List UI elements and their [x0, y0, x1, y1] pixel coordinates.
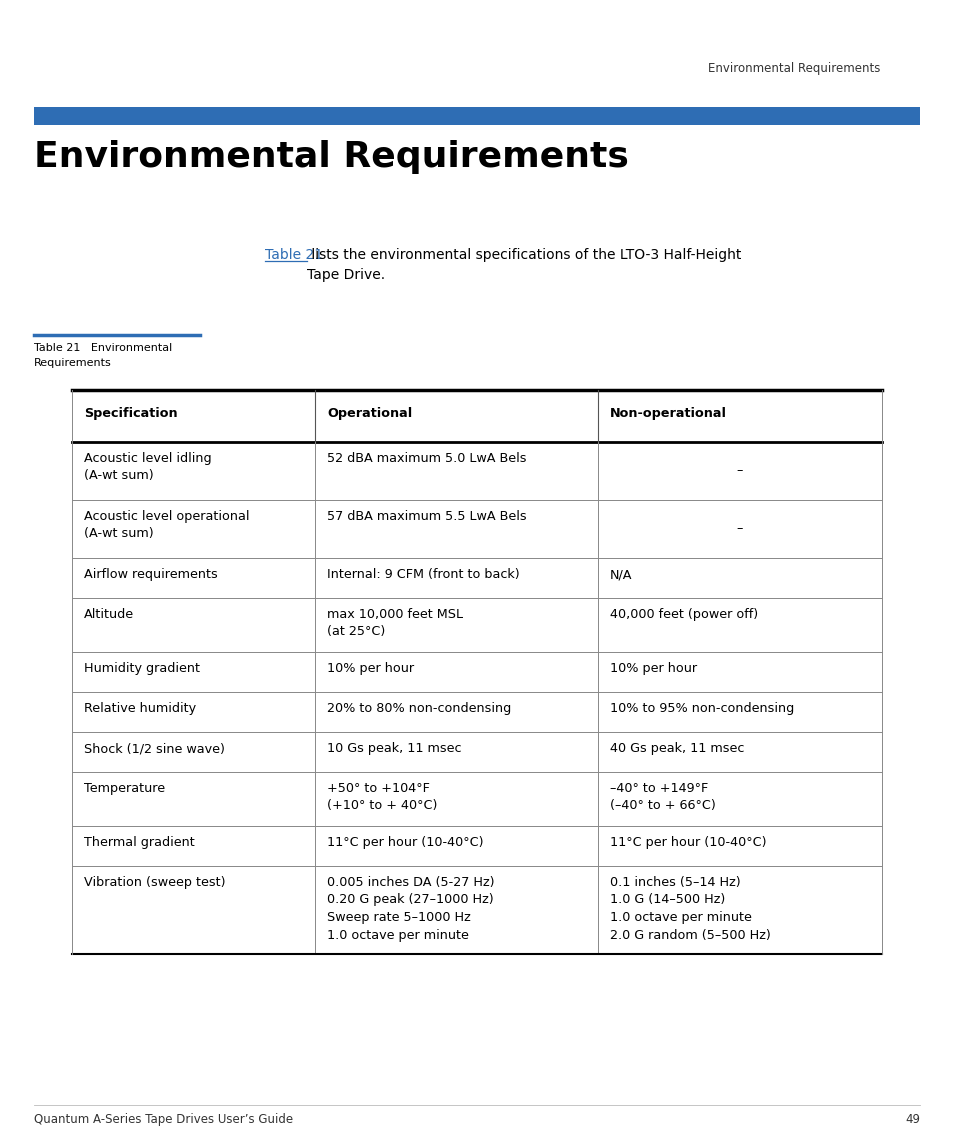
- Text: 0.005 inches DA (5-27 Hz)
0.20 G peak (27–1000 Hz)
Sweep rate 5–1000 Hz
1.0 octa: 0.005 inches DA (5-27 Hz) 0.20 G peak (2…: [327, 876, 494, 941]
- Text: 57 dBA maximum 5.5 LwA Bels: 57 dBA maximum 5.5 LwA Bels: [327, 510, 526, 523]
- Text: Temperature: Temperature: [84, 782, 165, 795]
- Text: Relative humidity: Relative humidity: [84, 702, 196, 714]
- Text: Shock (1/2 sine wave): Shock (1/2 sine wave): [84, 742, 225, 755]
- Text: Requirements: Requirements: [34, 358, 112, 368]
- Text: Vibration (sweep test): Vibration (sweep test): [84, 876, 225, 889]
- Text: Environmental Requirements: Environmental Requirements: [707, 62, 879, 76]
- Text: 40 Gs peak, 11 msec: 40 Gs peak, 11 msec: [609, 742, 743, 755]
- Text: 52 dBA maximum 5.0 LwA Bels: 52 dBA maximum 5.0 LwA Bels: [327, 452, 526, 465]
- Text: 10% per hour: 10% per hour: [327, 662, 414, 676]
- Text: N/A: N/A: [609, 568, 632, 581]
- Text: Acoustic level operational
(A-wt sum): Acoustic level operational (A-wt sum): [84, 510, 250, 540]
- Text: 11°C per hour (10-40°C): 11°C per hour (10-40°C): [327, 836, 483, 848]
- Text: Airflow requirements: Airflow requirements: [84, 568, 217, 581]
- Text: 10 Gs peak, 11 msec: 10 Gs peak, 11 msec: [327, 742, 461, 755]
- Text: +50° to +104°F
(+10° to + 40°C): +50° to +104°F (+10° to + 40°C): [327, 782, 436, 813]
- Text: 10% to 95% non-condensing: 10% to 95% non-condensing: [609, 702, 794, 714]
- Text: 0.1 inches (5–14 Hz)
1.0 G (14–500 Hz)
1.0 octave per minute
2.0 G random (5–500: 0.1 inches (5–14 Hz) 1.0 G (14–500 Hz) 1…: [609, 876, 770, 941]
- Text: Acoustic level idling
(A-wt sum): Acoustic level idling (A-wt sum): [84, 452, 212, 482]
- Text: Operational: Operational: [327, 408, 412, 420]
- Text: 20% to 80% non-condensing: 20% to 80% non-condensing: [327, 702, 511, 714]
- Text: Table 21: Table 21: [265, 248, 323, 262]
- Text: –: –: [736, 522, 742, 536]
- Text: –40° to +149°F
(–40° to + 66°C): –40° to +149°F (–40° to + 66°C): [609, 782, 715, 813]
- Text: Internal: 9 CFM (front to back): Internal: 9 CFM (front to back): [327, 568, 519, 581]
- Text: 10% per hour: 10% per hour: [609, 662, 697, 676]
- Bar: [34, 106, 919, 125]
- Text: 49: 49: [904, 1113, 919, 1126]
- Text: Thermal gradient: Thermal gradient: [84, 836, 194, 848]
- Text: Table 21   Environmental: Table 21 Environmental: [34, 344, 172, 353]
- Text: Altitude: Altitude: [84, 608, 134, 621]
- Text: Quantum A-Series Tape Drives User’s Guide: Quantum A-Series Tape Drives User’s Guid…: [34, 1113, 293, 1126]
- Text: Specification: Specification: [84, 408, 177, 420]
- Text: 40,000 feet (power off): 40,000 feet (power off): [609, 608, 758, 621]
- Text: –: –: [736, 465, 742, 477]
- Text: lists the environmental specifications of the LTO-3 Half-Height
Tape Drive.: lists the environmental specifications o…: [307, 248, 740, 282]
- Text: max 10,000 feet MSL
(at 25°C): max 10,000 feet MSL (at 25°C): [327, 608, 462, 639]
- Text: Non-operational: Non-operational: [609, 408, 726, 420]
- Text: Humidity gradient: Humidity gradient: [84, 662, 200, 676]
- Text: Environmental Requirements: Environmental Requirements: [34, 140, 628, 174]
- Text: 11°C per hour (10-40°C): 11°C per hour (10-40°C): [609, 836, 765, 848]
